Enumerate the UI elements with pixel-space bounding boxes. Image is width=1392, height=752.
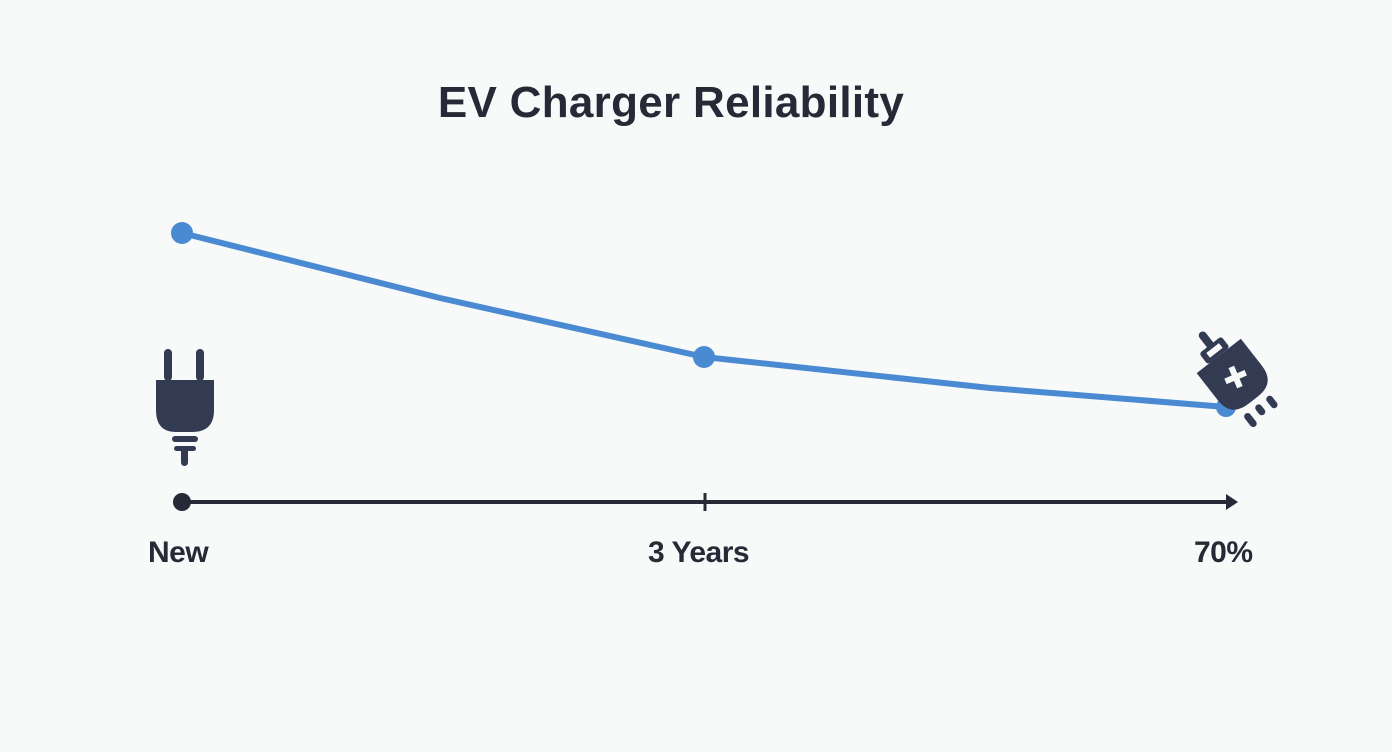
data-point-3-years <box>693 346 715 368</box>
broken-plug-icon <box>1196 331 1278 428</box>
axis-arrow-icon <box>1226 494 1238 510</box>
data-point-new <box>171 222 193 244</box>
x-tick-label-new: New <box>148 536 209 569</box>
plug-icon <box>156 349 214 466</box>
chart-title: EV Charger Reliability <box>437 78 905 127</box>
reliability-line <box>179 230 1229 410</box>
axis-start-dot <box>173 493 191 511</box>
x-tick-label-70-percent: 70% <box>1194 536 1253 569</box>
x-tick-label-3-years: 3 Years <box>648 536 750 569</box>
